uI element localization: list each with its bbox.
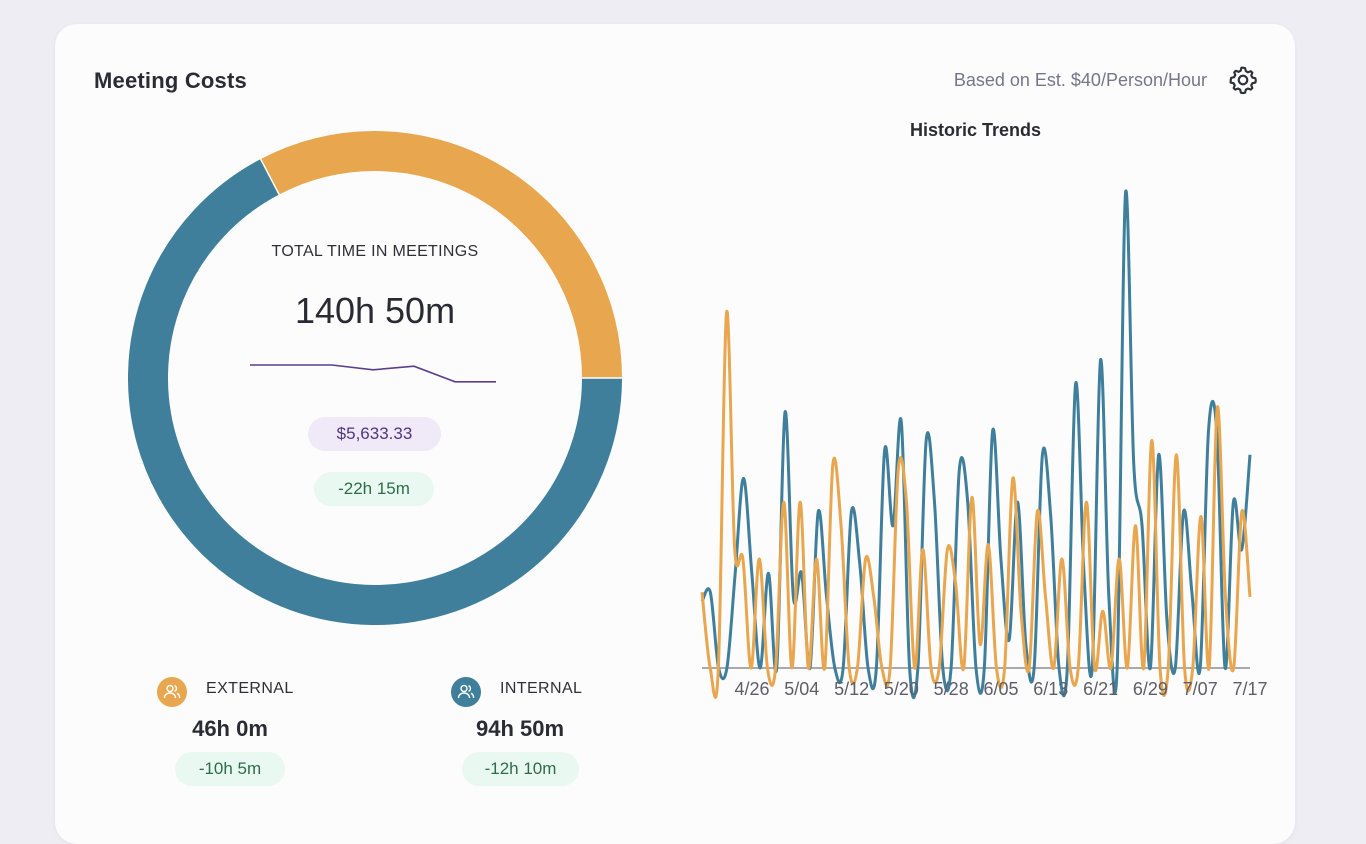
internal-delta-badge: -12h 10m <box>462 752 579 786</box>
external-value: 46h 0m <box>192 716 268 741</box>
series-line-2 <box>700 309 1252 699</box>
internal-value: 94h 50m <box>475 716 565 741</box>
x-tick-label: 5/28 <box>934 679 969 699</box>
x-tick-label: 7/07 <box>1183 679 1218 699</box>
x-tick-label: 6/13 <box>1033 679 1068 699</box>
internal-people-icon <box>451 677 481 707</box>
external-people-icon <box>157 677 187 707</box>
chart-title: Historic Trends <box>910 120 1042 140</box>
total-time-donut <box>128 131 622 625</box>
x-tick-label: 6/29 <box>1133 679 1168 699</box>
x-tick-label: 6/21 <box>1083 679 1118 699</box>
historic-trends-chart: 4/26 5/04 5/12 5/20 5/28 6/05 6/13 6/21 6/29 7/07… <box>700 189 1268 700</box>
external-label: EXTERNAL <box>206 680 294 697</box>
sparkline-line <box>250 364 496 383</box>
total-cost-badge: $5,633.33 <box>308 417 441 451</box>
gear-icon[interactable] <box>1227 64 1259 96</box>
x-tick-label: 5/04 <box>784 679 819 699</box>
donut-slice-internal <box>128 159 622 625</box>
total-time-sparkline <box>250 364 496 383</box>
donut-separator <box>259 158 280 195</box>
external-delta-badge: -10h 5m <box>175 752 285 786</box>
x-tick-label: 7/17 <box>1232 679 1267 699</box>
x-tick-label: 6/05 <box>983 679 1018 699</box>
total-time-label: TOTAL TIME IN MEETINGS <box>271 243 479 260</box>
card-title: Meeting Costs <box>94 68 247 93</box>
x-tick-label: 5/12 <box>834 679 869 699</box>
total-time-value: 140h 50m <box>294 290 456 331</box>
donut-slice-external <box>260 131 622 379</box>
meeting-costs-card: Meeting Costs Based on Est. $40/Person/H… <box>55 24 1295 844</box>
internal-label: INTERNAL <box>500 680 583 697</box>
cost-basis-text: Based on Est. $40/Person/Hour <box>953 70 1207 90</box>
x-tick-label: 5/20 <box>884 679 919 699</box>
x-tick-label: 4/26 <box>734 679 769 699</box>
total-time-delta-badge: -22h 15m <box>314 472 434 506</box>
series-line-1 <box>700 189 1252 700</box>
